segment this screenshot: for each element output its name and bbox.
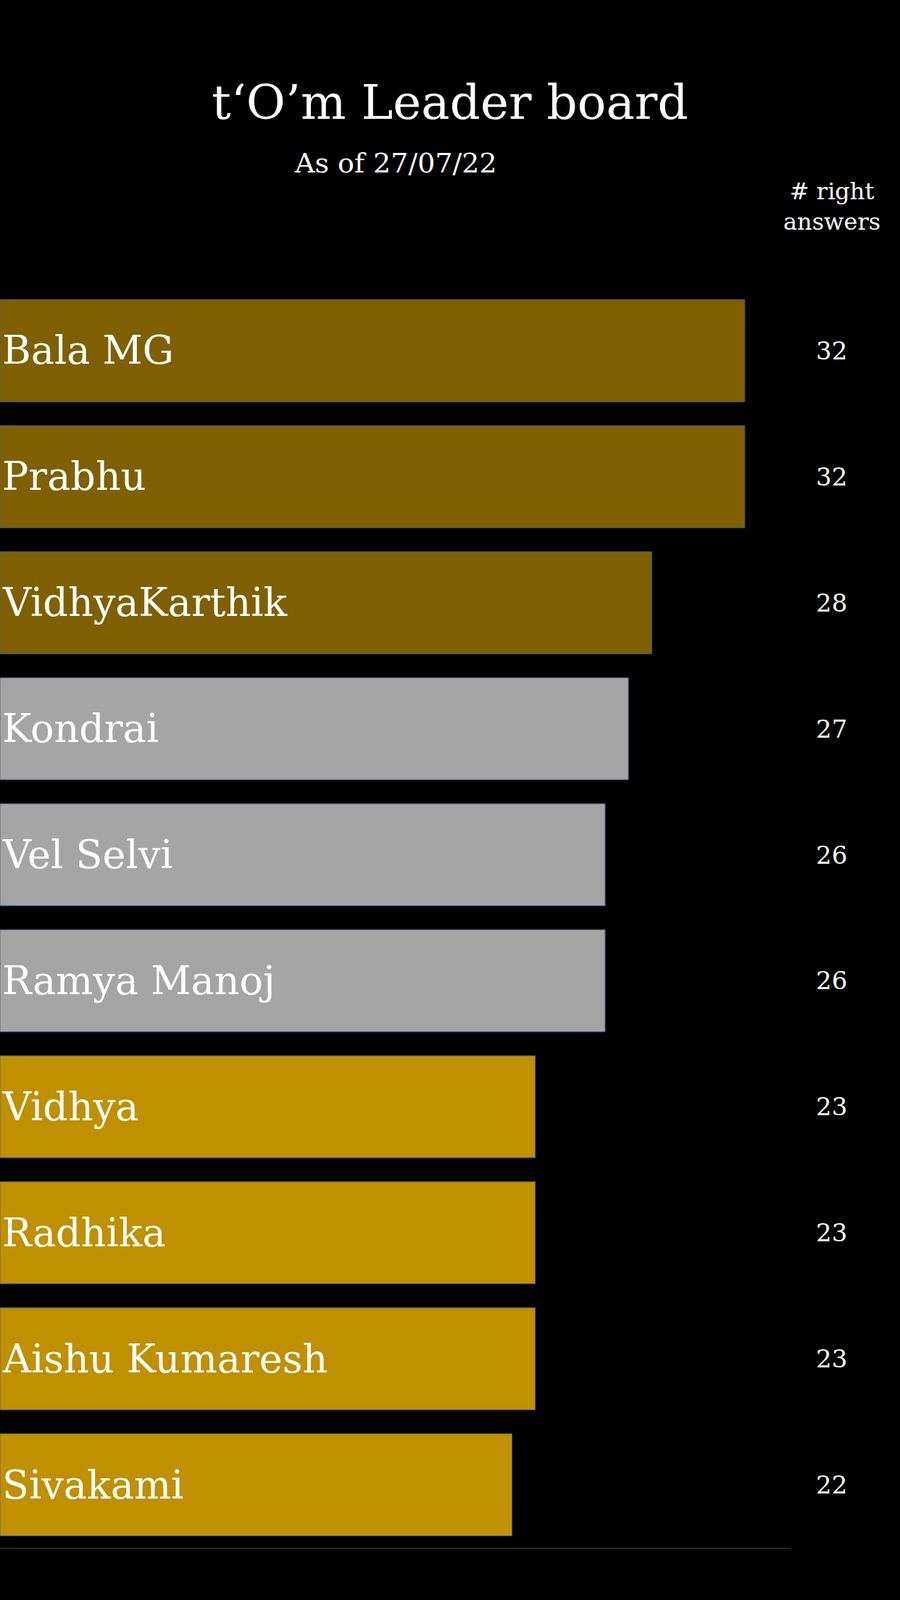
svg-text:Kondrai: Kondrai xyxy=(2,705,159,752)
svg-text:26: 26 xyxy=(815,840,848,870)
svg-text:As of 27/07/22: As of 27/07/22 xyxy=(294,147,498,179)
svg-text:22: 22 xyxy=(815,1470,848,1500)
svg-text:Ramya Manoj: Ramya Manoj xyxy=(2,957,276,1004)
svg-text:Radhika: Radhika xyxy=(2,1210,166,1256)
svg-text:# rightanswers: # rightanswers xyxy=(783,177,881,236)
svg-text:Vel Selvi: Vel Selvi xyxy=(2,831,173,878)
svg-text:23: 23 xyxy=(815,1218,848,1248)
svg-text:Prabhu: Prabhu xyxy=(2,453,146,500)
svg-text:23: 23 xyxy=(815,1092,848,1122)
svg-text:Sivakami: Sivakami xyxy=(2,1462,184,1508)
svg-text:28: 28 xyxy=(815,588,848,618)
svg-text:VidhyaKarthik: VidhyaKarthik xyxy=(2,579,288,626)
svg-text:27: 27 xyxy=(815,714,848,744)
svg-text:t‘O’m Leader board: t‘O’m Leader board xyxy=(211,74,688,131)
svg-text:32: 32 xyxy=(815,336,848,366)
svg-text:Bala MG: Bala MG xyxy=(2,327,174,374)
svg-text:Aishu Kumaresh: Aishu Kumaresh xyxy=(2,1336,328,1382)
svg-text:32: 32 xyxy=(815,462,848,492)
svg-text:26: 26 xyxy=(815,965,848,995)
svg-text:Vidhya: Vidhya xyxy=(2,1084,139,1130)
svg-text:23: 23 xyxy=(815,1344,848,1374)
